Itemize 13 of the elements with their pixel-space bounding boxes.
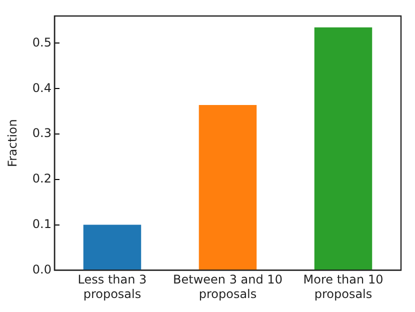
y-tick-label: 0.4	[32, 80, 52, 95]
y-tick-label: 0.0	[32, 262, 52, 276]
x-tick-label: Between 3 and 10 proposals	[173, 272, 282, 301]
x-tick-label: Less than 3 proposals	[78, 272, 147, 301]
y-tick-label: 0.2	[32, 172, 52, 186]
bar	[198, 104, 257, 270]
y-tick-label: 0.5	[32, 35, 52, 50]
bar	[314, 27, 372, 270]
y-tick-label: 0.3	[32, 126, 52, 140]
bar	[83, 224, 142, 270]
y-axis-title: Fraction	[5, 119, 20, 168]
y-tick-label: 0.1	[32, 216, 52, 231]
x-tick-label: More than 10 proposals	[303, 272, 384, 301]
